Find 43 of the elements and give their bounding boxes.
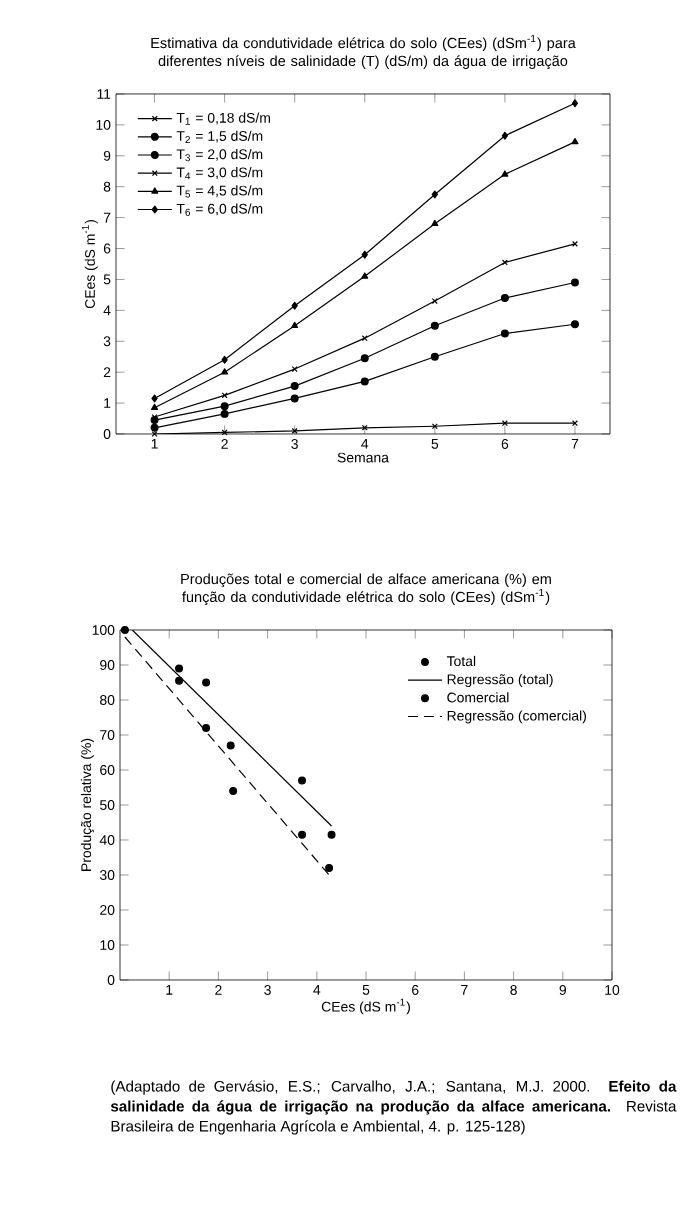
point — [175, 676, 184, 685]
point — [360, 354, 369, 363]
point — [361, 250, 368, 259]
point — [175, 664, 184, 673]
point — [290, 382, 299, 391]
point — [120, 626, 129, 634]
point — [221, 355, 228, 364]
point — [361, 335, 368, 342]
point — [291, 301, 298, 310]
point — [298, 830, 307, 839]
point — [290, 394, 299, 403]
point — [570, 278, 579, 287]
point — [298, 776, 307, 785]
point — [327, 830, 336, 839]
point — [360, 377, 369, 386]
point — [151, 394, 158, 403]
point — [571, 137, 579, 145]
point — [150, 423, 159, 432]
point — [325, 864, 334, 872]
point — [500, 329, 509, 338]
point — [431, 190, 438, 199]
point — [430, 321, 439, 330]
point — [430, 352, 439, 361]
point — [291, 427, 298, 434]
point — [220, 409, 229, 418]
point — [220, 402, 229, 411]
point — [501, 259, 508, 266]
point — [571, 99, 579, 108]
point — [291, 321, 299, 329]
point — [229, 787, 238, 795]
point — [500, 293, 509, 302]
point — [501, 170, 509, 177]
point — [431, 298, 438, 305]
point — [226, 741, 235, 750]
point — [202, 678, 211, 687]
point — [221, 368, 229, 375]
point — [501, 131, 509, 140]
point — [361, 272, 369, 279]
point — [291, 366, 298, 373]
point — [151, 403, 159, 410]
point — [202, 724, 211, 732]
point — [570, 320, 579, 329]
point — [431, 219, 439, 227]
